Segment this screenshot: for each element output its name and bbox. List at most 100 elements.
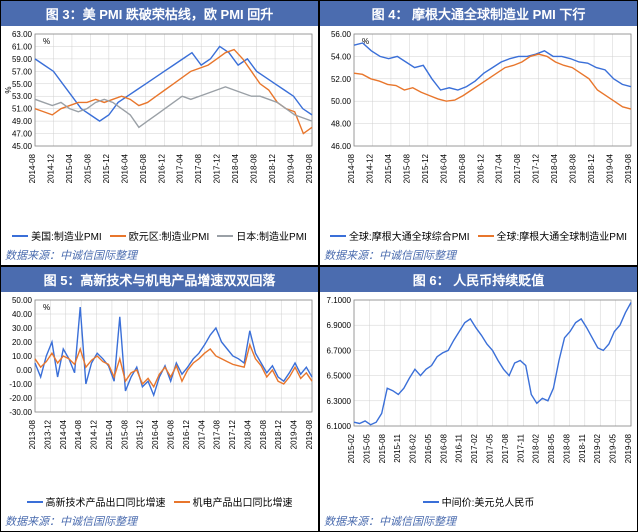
svg-text:2017-04: 2017-04	[176, 153, 185, 183]
svg-text:2018-04: 2018-04	[231, 153, 240, 183]
svg-text:2014-08: 2014-08	[28, 153, 37, 183]
svg-text:2016-08: 2016-08	[139, 153, 148, 183]
svg-text:2015-11: 2015-11	[393, 433, 402, 462]
legend-item: 美国:制造业PMI	[12, 228, 102, 243]
svg-text:2015-12: 2015-12	[421, 153, 430, 183]
legend-item: 机电产品出口同比增速	[174, 494, 293, 509]
legend-label: 美国:制造业PMI	[31, 228, 102, 243]
svg-text:2016-08: 2016-08	[439, 433, 448, 463]
svg-text:2015-12: 2015-12	[136, 419, 145, 449]
legend-swatch	[330, 235, 346, 237]
svg-text:49.00: 49.00	[12, 117, 33, 126]
svg-text:-10.00: -10.00	[9, 380, 32, 389]
legend: 中间价:美元兑人民币	[320, 492, 637, 511]
legend-swatch	[174, 501, 190, 503]
panel-5: 图 5：高新技术与机电产品增速双双回落-30.00-20.00-10.000.0…	[0, 266, 319, 532]
svg-text:2019-08: 2019-08	[624, 153, 633, 183]
svg-text:61.00: 61.00	[12, 42, 33, 51]
svg-text:2017-08: 2017-08	[513, 153, 522, 183]
source-3: 数据来源：中诚信国际整理	[1, 245, 318, 265]
legend-item: 全球:摩根大通全球制造业PMI	[478, 228, 628, 243]
svg-text:0.00: 0.00	[16, 366, 32, 375]
svg-text:2015-04: 2015-04	[384, 153, 393, 183]
svg-text:2017-05: 2017-05	[486, 433, 495, 463]
svg-text:2015-08: 2015-08	[120, 419, 129, 449]
svg-text:2018-02: 2018-02	[532, 433, 541, 463]
svg-text:-20.00: -20.00	[9, 394, 32, 403]
legend-item: 全球:摩根大通全球综合PMI	[330, 228, 470, 243]
svg-text:53.00: 53.00	[12, 92, 33, 101]
svg-text:6.1000: 6.1000	[327, 422, 352, 431]
svg-text:2017-08: 2017-08	[213, 419, 222, 449]
svg-text:51.00: 51.00	[12, 105, 33, 114]
svg-text:2015-08: 2015-08	[402, 153, 411, 183]
svg-text:30.00: 30.00	[12, 324, 33, 333]
svg-text:7.1000: 7.1000	[327, 296, 352, 305]
legend-swatch	[217, 235, 233, 237]
legend: 高新技术产品出口同比增速 机电产品出口同比增速	[1, 492, 318, 511]
svg-text:2014-08: 2014-08	[347, 153, 356, 183]
svg-text:2017-12: 2017-12	[213, 153, 222, 183]
svg-text:2013-08: 2013-08	[28, 419, 37, 449]
svg-text:2018-04: 2018-04	[243, 419, 252, 449]
svg-text:46.00: 46.00	[331, 142, 352, 151]
svg-text:2015-12: 2015-12	[102, 153, 111, 183]
svg-text:6.7000: 6.7000	[327, 346, 352, 355]
legend-label: 高新技术产品出口同比增速	[46, 494, 166, 509]
svg-text:2016-12: 2016-12	[476, 153, 485, 183]
legend-swatch	[423, 501, 439, 503]
svg-text:2018-08: 2018-08	[569, 153, 578, 183]
svg-text:10.00: 10.00	[12, 352, 33, 361]
svg-text:20.00: 20.00	[12, 338, 33, 347]
svg-text:54.00: 54.00	[331, 52, 352, 61]
svg-text:2014-12: 2014-12	[90, 419, 99, 449]
legend-item: 日本:制造业PMI	[217, 228, 307, 243]
svg-text:2016-04: 2016-04	[439, 153, 448, 183]
legend-item: 欧元区:制造业PMI	[110, 228, 210, 243]
svg-text:2018-11: 2018-11	[578, 433, 587, 462]
legend-item: 高新技术产品出口同比增速	[27, 494, 166, 509]
svg-text:2018-08: 2018-08	[562, 433, 571, 463]
source-4: 数据来源：中诚信国际整理	[320, 245, 637, 265]
legend: 全球:摩根大通全球综合PMI 全球:摩根大通全球制造业PMI	[320, 226, 637, 245]
svg-text:2014-12: 2014-12	[46, 153, 55, 183]
legend-label: 全球:摩根大通全球综合PMI	[349, 228, 470, 243]
svg-text:2019-08: 2019-08	[305, 153, 314, 183]
legend-swatch	[478, 235, 494, 237]
svg-text:2017-12: 2017-12	[532, 153, 541, 183]
svg-text:2016-12: 2016-12	[182, 419, 191, 449]
legend-label: 机电产品出口同比增速	[193, 494, 293, 509]
svg-text:2019-02: 2019-02	[593, 433, 602, 463]
svg-text:%: %	[43, 37, 50, 46]
svg-text:2016-12: 2016-12	[157, 153, 166, 183]
svg-text:2016-04: 2016-04	[151, 419, 160, 449]
legend-swatch	[110, 235, 126, 237]
legend-swatch	[12, 235, 28, 237]
chart-6: 6.10006.30006.50006.70006.90007.10002015…	[320, 292, 637, 511]
panel-6: 图 6： 人民币持续贬值6.10006.30006.50006.70006.90…	[319, 266, 638, 532]
chart-grid: 图 3：美 PMI 跌破荣枯线，欧 PMI 回升45.0047.0049.005…	[0, 0, 638, 532]
svg-text:2014-08: 2014-08	[74, 419, 83, 449]
svg-text:55.00: 55.00	[12, 80, 33, 89]
legend-label: 全球:摩根大通全球制造业PMI	[497, 228, 628, 243]
legend-label: 中间价:美元兑人民币	[442, 494, 535, 509]
legend-item: 中间价:美元兑人民币	[423, 494, 535, 509]
svg-text:2017-08: 2017-08	[194, 153, 203, 183]
svg-text:2013-12: 2013-12	[43, 419, 52, 449]
panel-4: 图 4： 摩根大通全球制造业 PMI 下行46.0048.0050.0052.0…	[319, 0, 638, 266]
svg-text:2016-02: 2016-02	[409, 433, 418, 463]
svg-text:2017-08: 2017-08	[501, 433, 510, 463]
chart-4: 46.0048.0050.0052.0054.0056.00%2014-0820…	[320, 26, 637, 245]
legend: 美国:制造业PMI 欧元区:制造业PMI 日本:制造业PMI	[1, 226, 318, 245]
svg-text:2015-05: 2015-05	[362, 433, 371, 463]
title-3: 图 3：美 PMI 跌破荣枯线，欧 PMI 回升	[1, 1, 318, 26]
svg-text:2019-04: 2019-04	[606, 153, 615, 183]
svg-text:57.00: 57.00	[12, 67, 33, 76]
svg-text:40.00: 40.00	[12, 310, 33, 319]
svg-text:2018-04: 2018-04	[550, 153, 559, 183]
legend-label: 欧元区:制造业PMI	[129, 228, 210, 243]
svg-text:2016-08: 2016-08	[167, 419, 176, 449]
svg-text:2019-08: 2019-08	[305, 419, 314, 449]
title-5: 图 5：高新技术与机电产品增速双双回落	[1, 267, 318, 292]
svg-text:2018-12: 2018-12	[268, 153, 277, 183]
